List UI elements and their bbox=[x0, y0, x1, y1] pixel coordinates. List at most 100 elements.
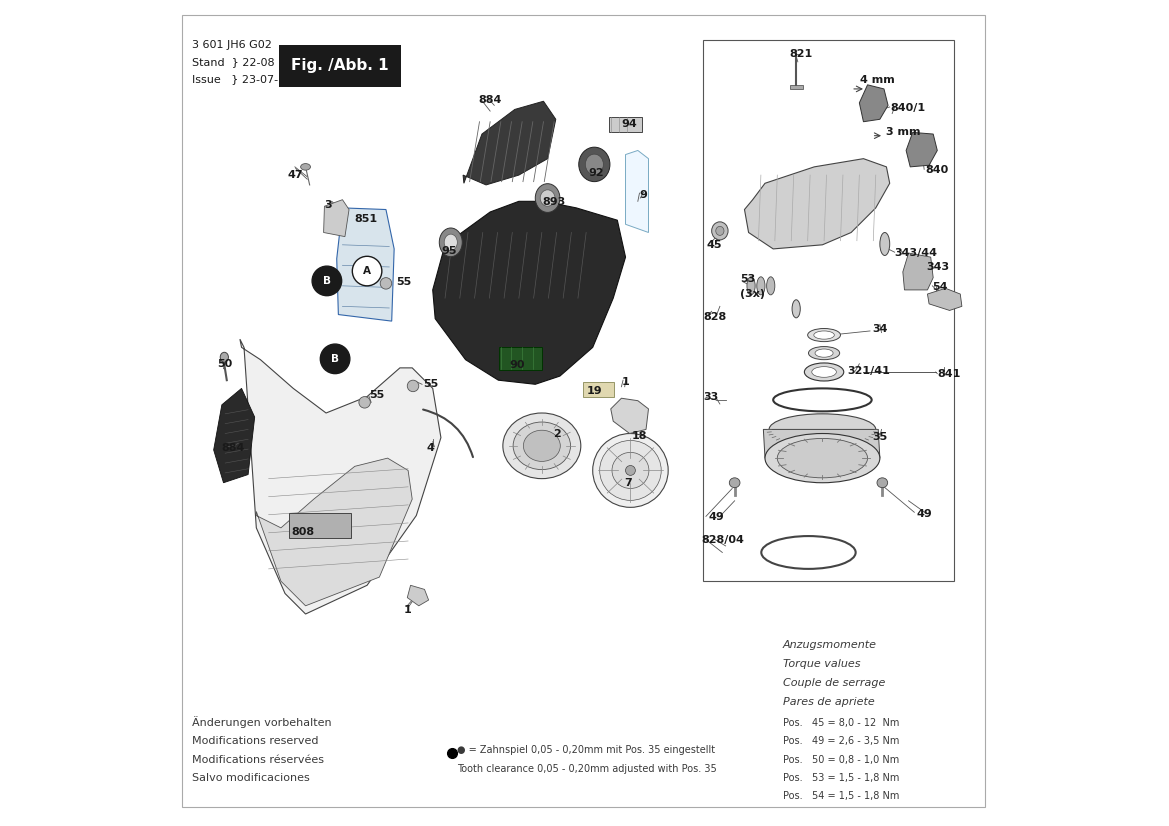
Text: 49: 49 bbox=[916, 509, 933, 519]
Text: Pares de apriete: Pares de apriete bbox=[783, 697, 874, 707]
Polygon shape bbox=[433, 202, 625, 384]
Text: B: B bbox=[323, 276, 331, 286]
Ellipse shape bbox=[793, 300, 801, 318]
Text: 90: 90 bbox=[509, 360, 525, 370]
Ellipse shape bbox=[756, 277, 765, 295]
Polygon shape bbox=[324, 200, 350, 236]
Text: 35: 35 bbox=[872, 432, 887, 442]
Text: 19: 19 bbox=[587, 386, 602, 396]
Ellipse shape bbox=[767, 277, 775, 295]
Text: Pos.   54 = 1,5 - 1,8 Nm: Pos. 54 = 1,5 - 1,8 Nm bbox=[783, 790, 899, 800]
Polygon shape bbox=[407, 586, 429, 605]
Ellipse shape bbox=[513, 422, 570, 470]
Polygon shape bbox=[906, 132, 938, 167]
Text: 828: 828 bbox=[704, 312, 727, 322]
Text: 3: 3 bbox=[325, 201, 332, 211]
Ellipse shape bbox=[625, 466, 636, 475]
Text: 18: 18 bbox=[632, 431, 648, 441]
Bar bbox=[583, 382, 614, 396]
Text: 54: 54 bbox=[933, 282, 948, 292]
Text: Pos.   53 = 1,5 - 1,8 Nm: Pos. 53 = 1,5 - 1,8 Nm bbox=[783, 772, 899, 782]
Ellipse shape bbox=[712, 222, 728, 240]
Circle shape bbox=[312, 266, 341, 296]
FancyBboxPatch shape bbox=[279, 45, 401, 88]
Polygon shape bbox=[859, 85, 888, 121]
Text: Änderungen vorbehalten: Änderungen vorbehalten bbox=[193, 716, 332, 729]
Ellipse shape bbox=[444, 234, 457, 250]
Text: 53: 53 bbox=[740, 274, 755, 284]
Ellipse shape bbox=[815, 349, 833, 357]
Polygon shape bbox=[902, 253, 933, 290]
Text: 7: 7 bbox=[624, 477, 631, 487]
Ellipse shape bbox=[811, 367, 836, 377]
Bar bbox=[704, 40, 954, 582]
Text: 808: 808 bbox=[291, 527, 314, 537]
Polygon shape bbox=[463, 102, 555, 185]
Ellipse shape bbox=[524, 430, 560, 462]
Ellipse shape bbox=[586, 154, 603, 174]
Text: 343: 343 bbox=[927, 262, 949, 272]
Text: Pos.   49 = 2,6 - 3,5 Nm: Pos. 49 = 2,6 - 3,5 Nm bbox=[783, 737, 899, 747]
Ellipse shape bbox=[300, 164, 311, 170]
Polygon shape bbox=[625, 150, 649, 232]
Ellipse shape bbox=[380, 278, 392, 289]
Text: B: B bbox=[331, 354, 339, 363]
Ellipse shape bbox=[440, 228, 462, 257]
Ellipse shape bbox=[808, 329, 841, 342]
Bar bbox=[609, 116, 642, 131]
Ellipse shape bbox=[579, 147, 610, 182]
Ellipse shape bbox=[715, 226, 724, 235]
Text: Issue   } 23-07-20: Issue } 23-07-20 bbox=[193, 74, 292, 84]
Text: 884: 884 bbox=[478, 95, 502, 105]
Polygon shape bbox=[763, 430, 880, 458]
Text: 55: 55 bbox=[369, 390, 385, 400]
Polygon shape bbox=[240, 339, 441, 614]
Text: 840: 840 bbox=[926, 165, 949, 175]
Ellipse shape bbox=[359, 396, 371, 408]
Text: 95: 95 bbox=[442, 245, 457, 255]
Ellipse shape bbox=[593, 434, 669, 507]
Circle shape bbox=[320, 344, 350, 373]
Text: 34: 34 bbox=[872, 325, 888, 335]
Text: 851: 851 bbox=[354, 214, 378, 224]
Text: 55: 55 bbox=[423, 379, 438, 389]
Text: 821: 821 bbox=[789, 49, 812, 59]
Ellipse shape bbox=[765, 434, 880, 482]
Text: 884: 884 bbox=[222, 444, 245, 453]
Ellipse shape bbox=[877, 477, 887, 487]
Text: 33: 33 bbox=[704, 392, 719, 402]
Ellipse shape bbox=[600, 440, 662, 501]
Text: 343/44: 343/44 bbox=[894, 248, 938, 258]
Ellipse shape bbox=[407, 380, 419, 392]
Text: 4 mm: 4 mm bbox=[860, 75, 895, 85]
Text: Couple de serrage: Couple de serrage bbox=[783, 678, 885, 688]
Text: Pos.   50 = 0,8 - 1,0 Nm: Pos. 50 = 0,8 - 1,0 Nm bbox=[783, 754, 899, 765]
Text: (3x): (3x) bbox=[740, 289, 766, 299]
Text: Anzugsmomente: Anzugsmomente bbox=[783, 640, 877, 650]
Text: 49: 49 bbox=[708, 512, 724, 522]
Text: 828/04: 828/04 bbox=[701, 535, 743, 545]
Text: 94: 94 bbox=[622, 119, 637, 129]
Ellipse shape bbox=[747, 277, 755, 295]
Text: 45: 45 bbox=[707, 240, 722, 249]
Text: 55: 55 bbox=[396, 277, 411, 287]
Polygon shape bbox=[745, 159, 890, 249]
Text: 1: 1 bbox=[404, 605, 411, 615]
Text: 841: 841 bbox=[938, 368, 961, 378]
Text: 9: 9 bbox=[639, 190, 648, 200]
Text: 893: 893 bbox=[542, 197, 566, 207]
Ellipse shape bbox=[613, 453, 649, 488]
Ellipse shape bbox=[540, 190, 555, 206]
Text: Tooth clearance 0,05 - 0,20mm adjusted with Pos. 35: Tooth clearance 0,05 - 0,20mm adjusted w… bbox=[457, 763, 717, 773]
Circle shape bbox=[352, 256, 382, 286]
Ellipse shape bbox=[809, 347, 839, 359]
Text: 92: 92 bbox=[589, 168, 604, 178]
Text: 1: 1 bbox=[622, 377, 629, 387]
Bar bbox=[499, 347, 542, 369]
Ellipse shape bbox=[503, 413, 581, 478]
Text: ● = Zahnspiel 0,05 - 0,20mm mit Pos. 35 eingestellt: ● = Zahnspiel 0,05 - 0,20mm mit Pos. 35 … bbox=[457, 746, 715, 756]
Text: Pos.   45 = 8,0 - 12  Nm: Pos. 45 = 8,0 - 12 Nm bbox=[783, 719, 899, 729]
Text: Stand  } 22-08: Stand } 22-08 bbox=[193, 57, 275, 67]
Text: 321/41: 321/41 bbox=[848, 366, 890, 376]
Bar bbox=[289, 513, 351, 538]
